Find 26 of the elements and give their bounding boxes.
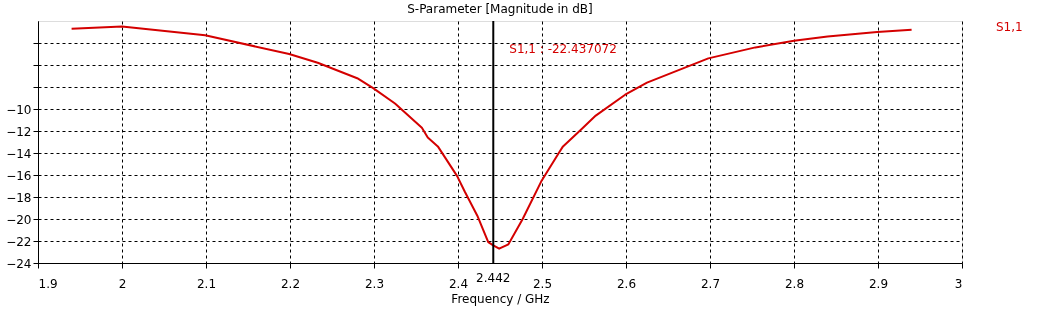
x-tick-label: 2.5: [532, 276, 553, 291]
x-tick-label: 2.2: [280, 276, 301, 291]
annotation: S1,1 : -22.437072: [509, 42, 617, 56]
line-series: [70, 25, 913, 250]
text: S1,1: [996, 20, 1023, 34]
y-tick-label: −14: [6, 146, 32, 161]
x-tick-label: 1.9: [38, 276, 58, 291]
x-tick-label: 2.9: [868, 276, 889, 291]
x-tick-label: 2: [118, 276, 127, 291]
y-tick-label: −12: [6, 124, 32, 139]
chart-title: S-Parameter [Magnitude in dB]: [407, 2, 593, 16]
x-tick-label: 2.4: [448, 276, 469, 291]
ref-line-label: 2.442: [476, 271, 511, 285]
y-tick-label: −10: [6, 102, 32, 117]
y-tick-label: −16: [6, 168, 32, 183]
y-tick-label: −18: [6, 190, 32, 205]
x-tick-label: 2.6: [616, 276, 637, 291]
x-tick-label: 2.3: [364, 276, 385, 291]
x-tick-label: 2.8: [784, 276, 805, 291]
x-tick-label: 2.7: [700, 276, 721, 291]
x-axis-title: Frequency / GHz: [451, 291, 550, 306]
x-tick-label: 3: [954, 276, 963, 291]
y-tick-label: −20: [6, 212, 32, 227]
x-tick-label: 2.1: [196, 276, 217, 291]
y-tick-label: −22: [6, 234, 32, 249]
y-tick-label: −24: [6, 256, 32, 271]
